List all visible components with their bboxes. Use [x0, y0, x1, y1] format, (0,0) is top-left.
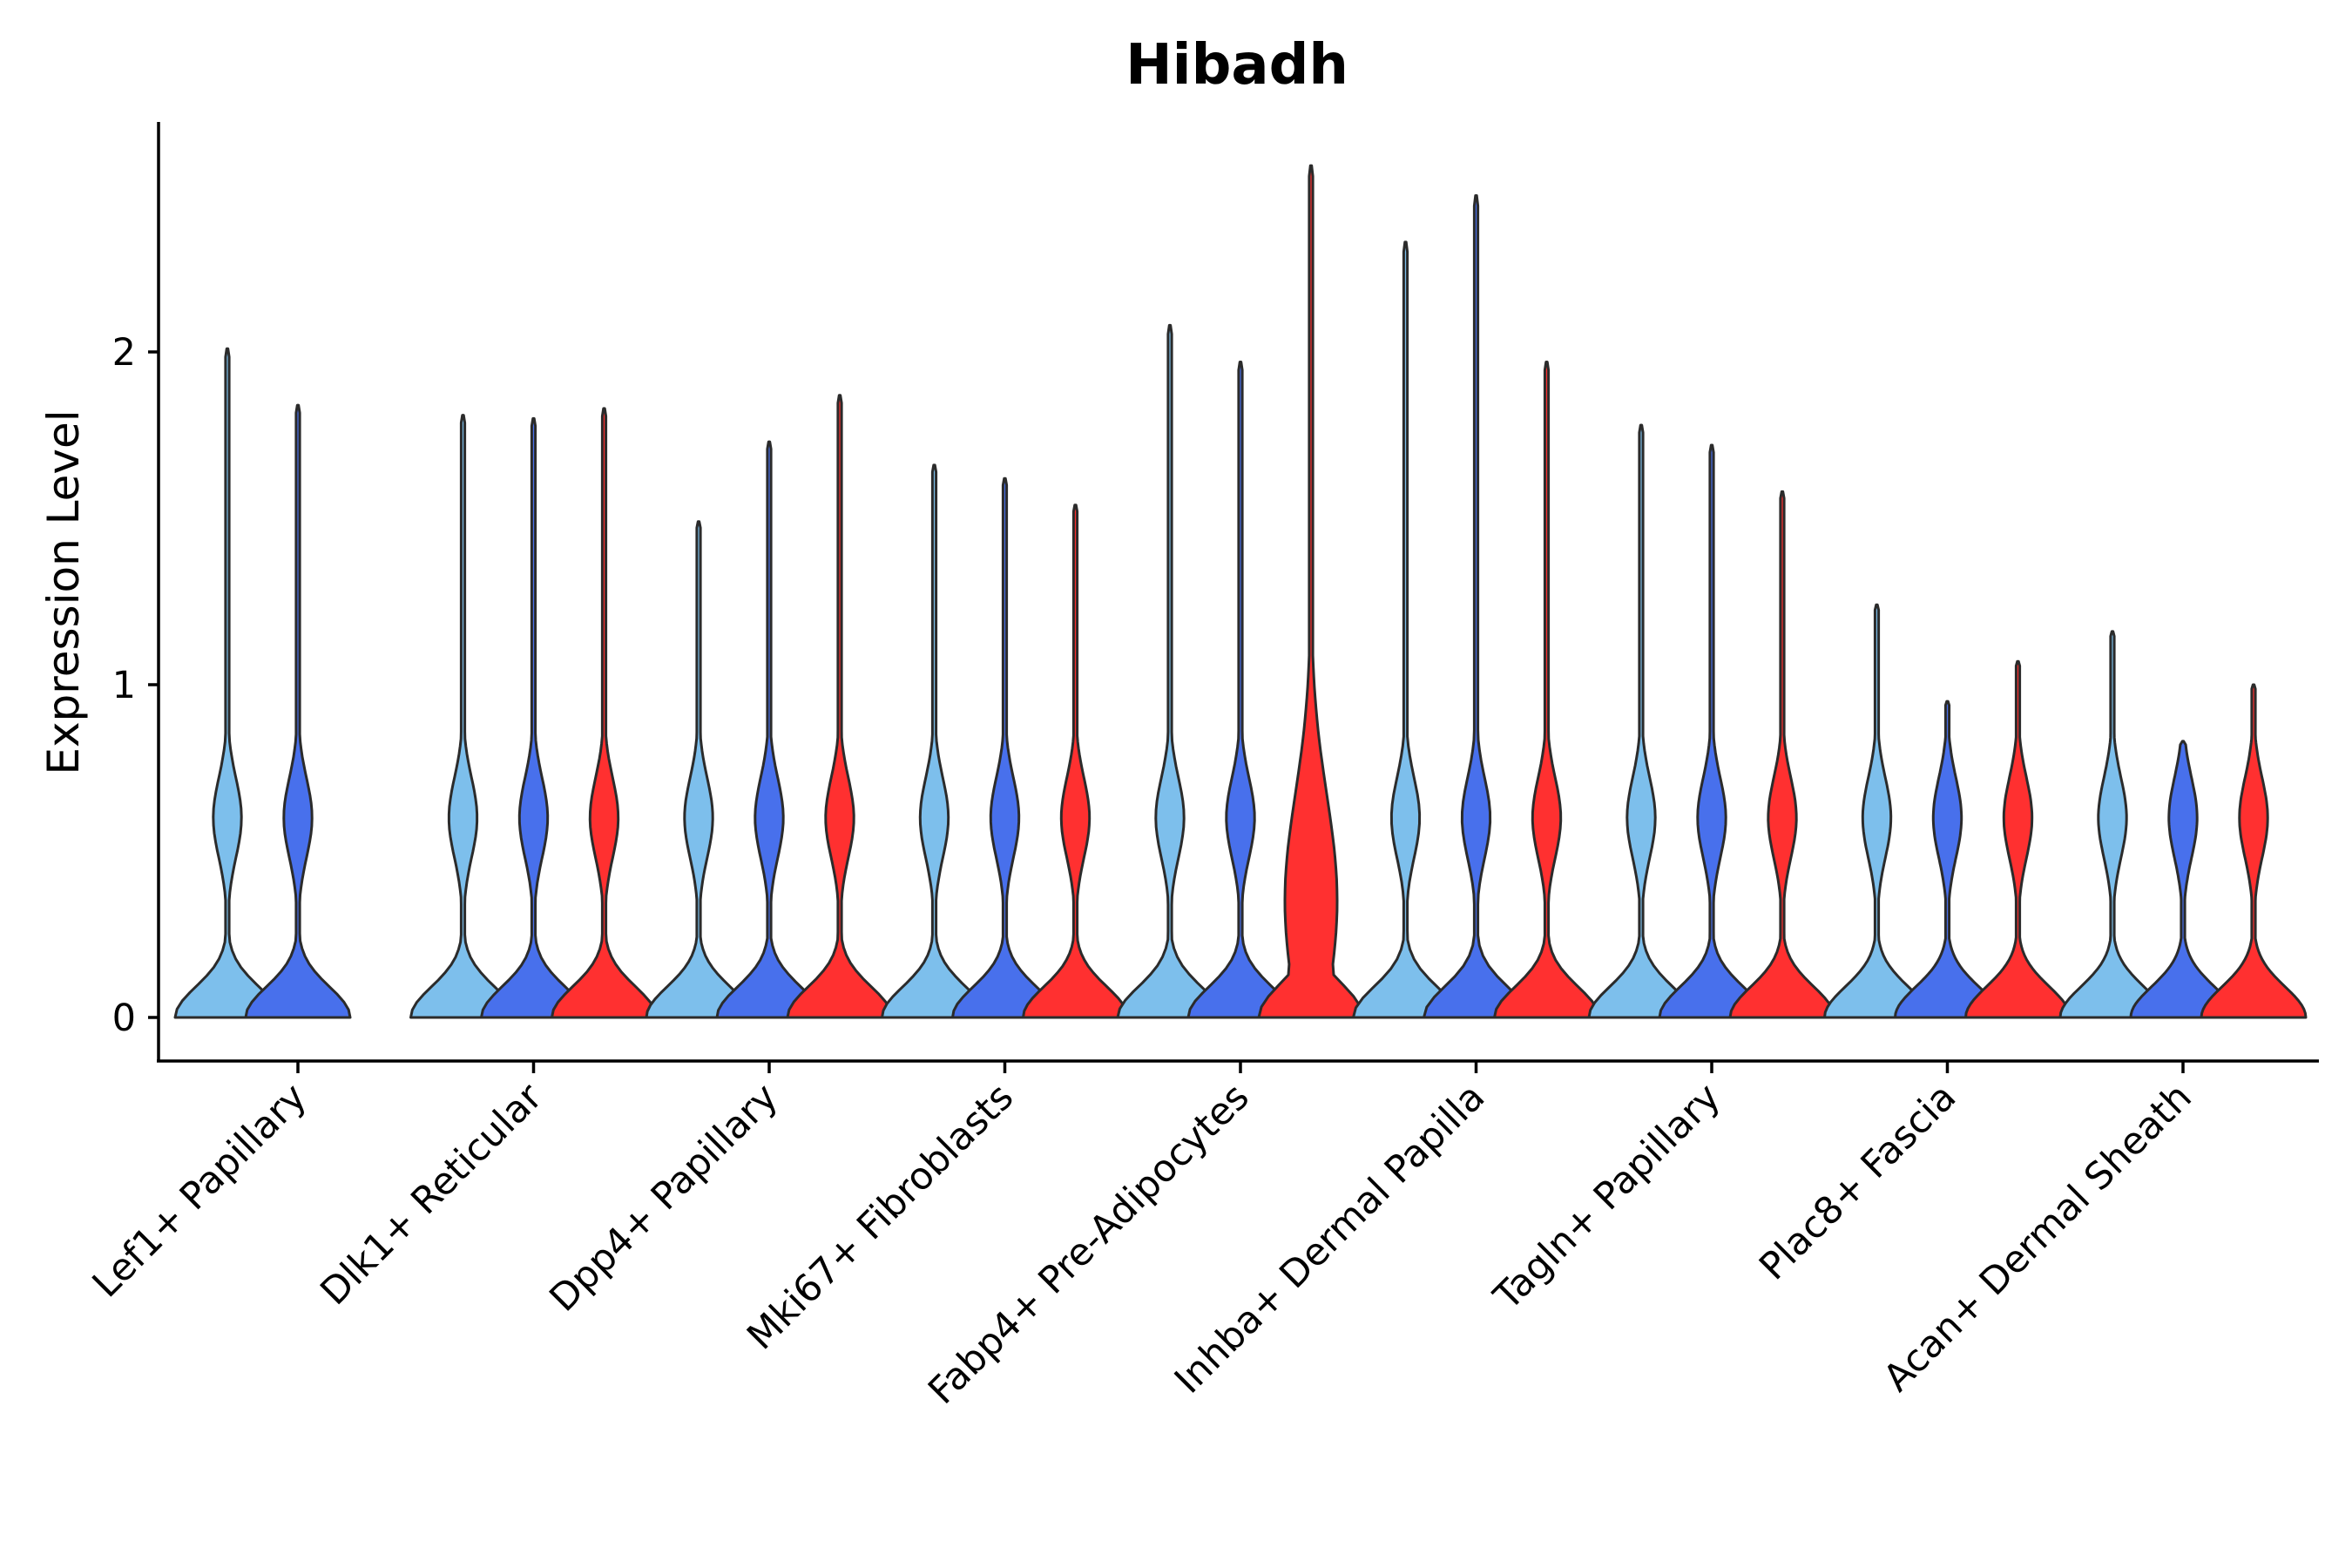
x-tick-label: Plac8+ Fascia — [1751, 1075, 1964, 1288]
y-ticks: 0 1 2 — [112, 331, 159, 1040]
x-tick-label: Dpp4+ Papillary — [542, 1075, 787, 1320]
violin-3-7 — [1728, 490, 1836, 1019]
violin-2-1 — [244, 403, 352, 1019]
violin-1-6 — [1352, 240, 1459, 1019]
violin-3-3 — [786, 394, 894, 1019]
violin-2-4 — [951, 476, 1058, 1019]
y-tick-label: 1 — [112, 664, 136, 707]
violin-1-5 — [1116, 323, 1224, 1019]
violin-3-9 — [2200, 683, 2308, 1019]
y-tick-label: 2 — [112, 331, 136, 375]
violin-2-8 — [1894, 700, 2001, 1019]
violin-3-4 — [1022, 504, 1129, 1019]
violin-2-6 — [1423, 194, 1530, 1019]
x-tick-label: Tagln+ Papillary — [1485, 1075, 1729, 1319]
x-tick-label: Mki67+ Fibroblasts — [739, 1075, 1022, 1358]
x-tick-label: Lef1+ Papillary — [84, 1075, 315, 1306]
violin-2-2 — [480, 416, 587, 1019]
y-tick-label: 0 — [112, 997, 136, 1040]
violin-1-2 — [409, 414, 517, 1019]
violin-group — [173, 164, 2308, 1019]
x-tick-label: Dlk1+ Reticular — [313, 1075, 551, 1314]
violin-2-5 — [1186, 361, 1294, 1019]
violin-2-7 — [1658, 443, 1766, 1019]
violin-3-8 — [1964, 659, 2072, 1019]
violin-1-4 — [881, 463, 988, 1019]
violin-1-7 — [1587, 423, 1695, 1019]
violin-1-9 — [2058, 630, 2166, 1019]
violin-2-9 — [2129, 740, 2237, 1019]
violin-3-6 — [1493, 361, 1600, 1019]
violin-3-2 — [551, 407, 658, 1019]
violin-1-3 — [645, 520, 753, 1019]
violin-3-5 — [1257, 164, 1365, 1019]
y-axis-label: Expression Level — [38, 409, 89, 774]
chart-title: Hibadh — [1125, 33, 1348, 98]
violin-1-1 — [173, 347, 281, 1019]
violin-2-3 — [715, 440, 823, 1019]
violin-1-8 — [1823, 603, 1930, 1019]
